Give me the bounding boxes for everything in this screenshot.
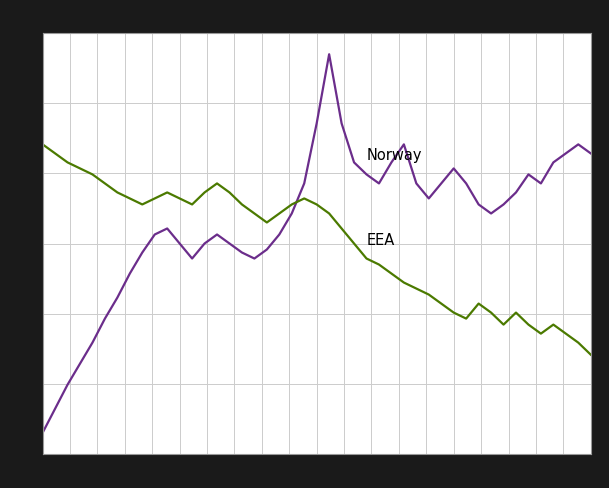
Text: Norway: Norway xyxy=(367,148,422,163)
Text: EEA: EEA xyxy=(367,232,395,247)
